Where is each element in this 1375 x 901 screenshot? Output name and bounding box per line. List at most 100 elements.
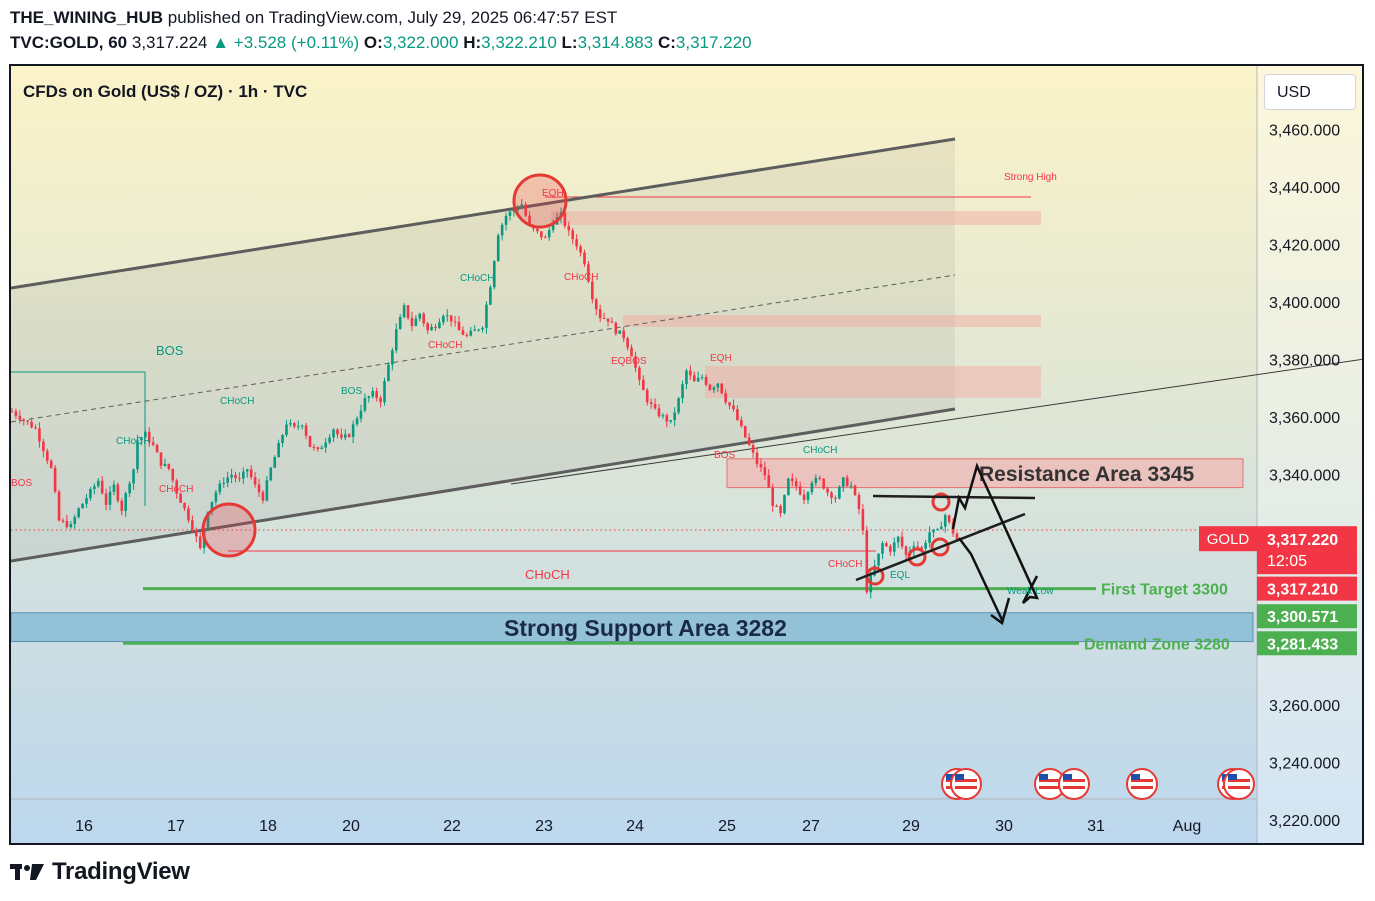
candle [794, 477, 798, 491]
candle [120, 498, 124, 516]
axis-price-label[interactable]: 3,300.571 [1257, 604, 1357, 629]
candle [685, 368, 688, 390]
candle [387, 362, 390, 382]
candle [696, 371, 700, 383]
candle [108, 485, 112, 511]
candle [147, 427, 151, 447]
candle [669, 419, 673, 424]
candle [136, 434, 139, 473]
svg-text:3,317.210: 3,317.210 [1267, 582, 1338, 599]
candle [857, 492, 861, 515]
candle [500, 222, 504, 241]
candle [367, 395, 371, 403]
svg-text:GOLD: GOLD [1207, 531, 1250, 548]
candle [38, 422, 41, 448]
candle [583, 249, 586, 267]
eqh-label-2: EQH [710, 353, 732, 364]
candle [638, 365, 641, 386]
bos-edge-label: BOS [11, 478, 32, 489]
candle [940, 521, 943, 530]
candle [524, 201, 527, 218]
candle [845, 474, 849, 487]
x-axis-tick: 31 [1087, 818, 1105, 835]
candle [65, 515, 69, 529]
candle [547, 227, 551, 241]
candle [881, 541, 884, 560]
candle [336, 428, 339, 439]
economic-event-flag-icon[interactable] [1058, 768, 1090, 800]
candle [834, 495, 837, 503]
candle [822, 477, 825, 490]
candle [716, 382, 720, 392]
candle [183, 502, 186, 511]
candle [634, 351, 637, 373]
support-zone[interactable] [11, 612, 1254, 643]
candle [194, 527, 198, 543]
price-chart[interactable]: Resistance Area 3345 Strong Support Area … [11, 66, 1362, 843]
candle [191, 515, 194, 533]
axis-price-label[interactable]: 3,281.433 [1257, 631, 1357, 656]
choch-green-3: CHoCH [460, 273, 494, 284]
candle [57, 489, 61, 522]
choch-red-3: CHoCH [564, 272, 598, 283]
published-text: published on TradingView.com, July 29, 2… [167, 8, 618, 27]
candle [375, 387, 378, 402]
candle [355, 416, 359, 427]
candle [49, 459, 53, 469]
candle [759, 458, 763, 472]
candle [728, 401, 731, 410]
economic-event-flag-icon[interactable] [950, 768, 982, 800]
y-axis-tick: 3,260.000 [1269, 698, 1340, 715]
candle [755, 448, 759, 468]
publisher-name[interactable]: THE_WINING_HUB [10, 8, 164, 27]
y-axis-tick: 3,460.000 [1269, 122, 1340, 139]
candle [296, 420, 300, 431]
candle [504, 212, 508, 231]
candle [18, 410, 22, 424]
candle [308, 435, 312, 448]
chart-frame[interactable]: Resistance Area 3345 Strong Support Area … [9, 64, 1364, 845]
candle [591, 275, 594, 304]
weak-low-label: Weak Low [1007, 586, 1054, 597]
candle [140, 436, 143, 446]
candle [316, 446, 320, 452]
candle [343, 429, 347, 441]
candle [265, 476, 269, 502]
candle [791, 473, 794, 487]
candle [167, 463, 171, 471]
svg-text:3,317.220: 3,317.220 [1267, 532, 1338, 549]
candle [371, 387, 375, 399]
candle [798, 481, 802, 496]
candle [810, 480, 814, 495]
axis-price-label[interactable]: 3,317.210 [1257, 576, 1357, 601]
candle [751, 440, 755, 459]
economic-event-flag-icon[interactable] [1126, 768, 1158, 800]
candle [245, 468, 249, 478]
x-axis-tick: 20 [342, 818, 360, 835]
choch-green-1: CHoCH [220, 396, 254, 407]
candle [402, 303, 406, 319]
svg-text:12:05: 12:05 [1267, 553, 1307, 570]
candle [571, 227, 575, 245]
x-axis-tick: 16 [75, 818, 93, 835]
high-value: 3,322.210 [481, 33, 557, 52]
symbol-timeframe[interactable]: TVC:GOLD, 60 [10, 33, 128, 52]
candle [473, 325, 476, 331]
currency-selector[interactable]: USD [1264, 74, 1356, 110]
candle [889, 544, 892, 556]
candle [732, 399, 735, 412]
candle [736, 405, 739, 421]
choch-green-4: CHoCH [803, 445, 837, 456]
candle [214, 489, 218, 506]
candle [438, 318, 441, 329]
candle [410, 311, 414, 332]
candle [904, 545, 908, 561]
tradingview-footer[interactable]: TradingView [10, 858, 190, 886]
candle [457, 316, 461, 331]
economic-event-flag-icon[interactable] [1034, 768, 1066, 800]
gold-price-label[interactable]: GOLD 3,317.220 12:05 [1199, 526, 1357, 575]
x-axis-tick: 17 [167, 818, 185, 835]
economic-event-flag-icon[interactable] [1223, 768, 1255, 800]
ohlc-header: TVC:GOLD, 60 3,317.224 ▲ +3.528 (+0.11%)… [10, 33, 752, 53]
y-axis-tick: 3,340.000 [1269, 468, 1340, 485]
